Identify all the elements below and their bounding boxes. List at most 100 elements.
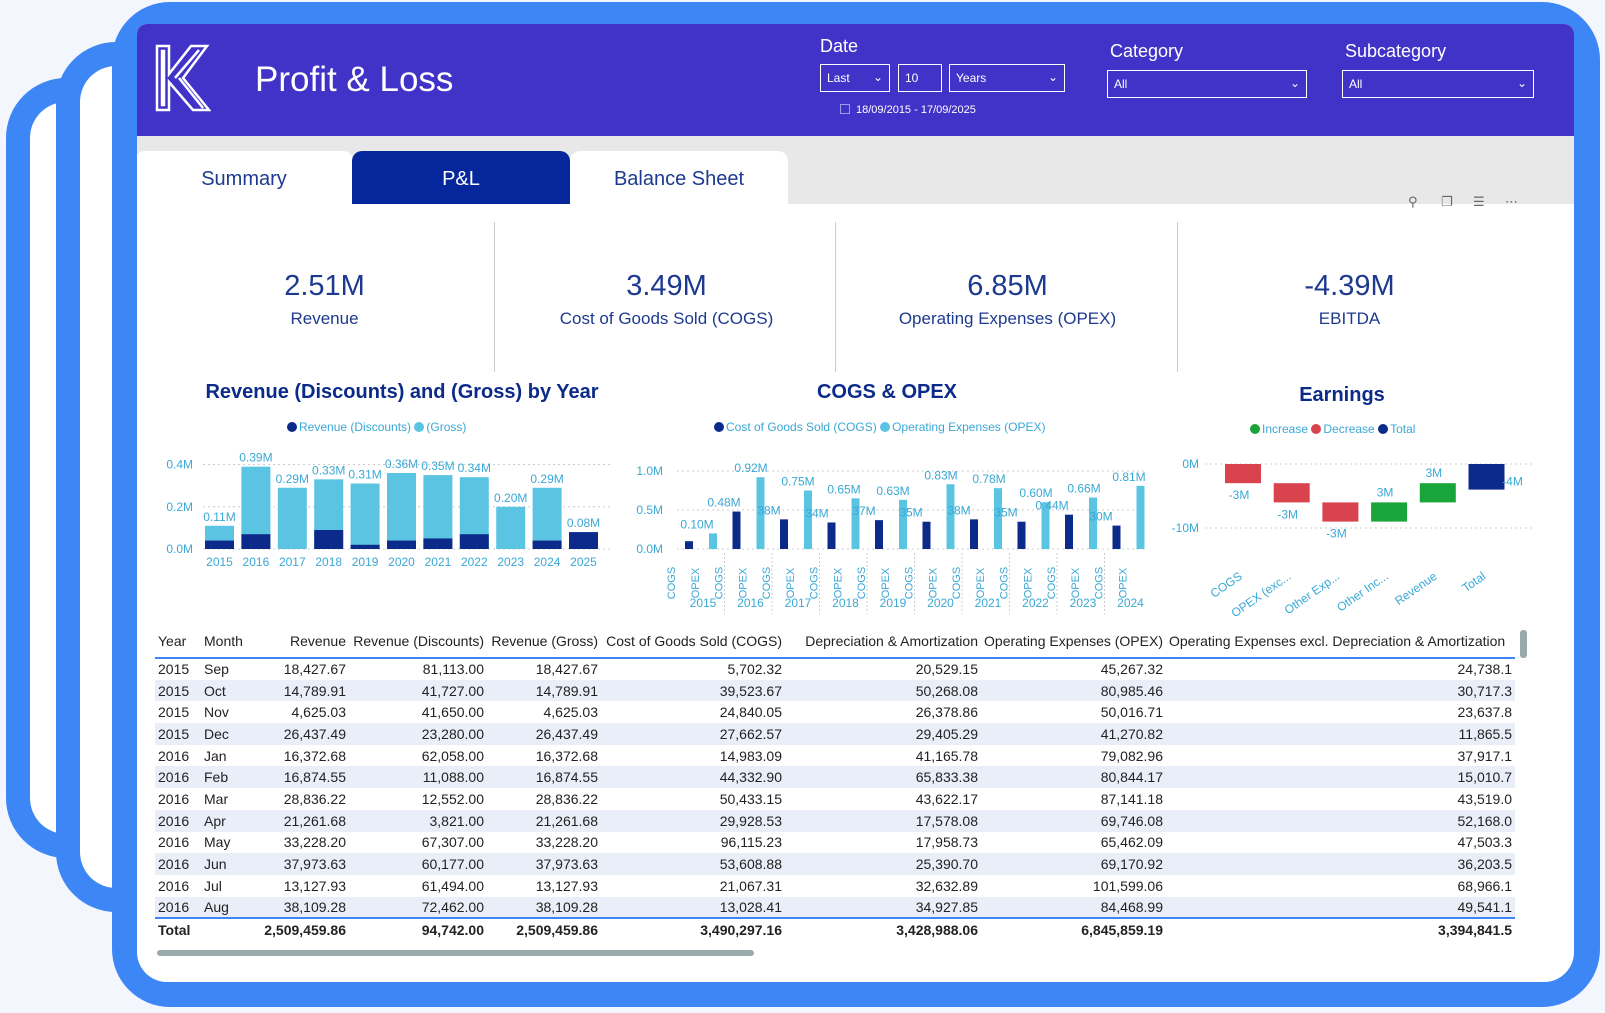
- table-cell: 26,378.86: [915, 704, 978, 721]
- table-cell: 18,427.67: [283, 661, 346, 678]
- table-cell: 67,307.00: [421, 834, 484, 851]
- bar-opex: [899, 499, 907, 549]
- bar-discounts: [350, 544, 380, 549]
- legend-cogs-opex: Cost of Goods Sold (COGS) Operating Expe…: [714, 420, 1045, 434]
- table-cell: 101,599.06: [1092, 877, 1163, 894]
- category-dropdown[interactable]: All ⌄: [1107, 70, 1307, 98]
- data-label: 0.10M: [680, 517, 713, 531]
- legend-dot: [287, 422, 297, 432]
- horizontal-scrollbar[interactable]: [157, 950, 754, 956]
- y-tick-label: 0M: [1182, 457, 1199, 471]
- column-header[interactable]: Year: [155, 624, 201, 659]
- y-tick-label: -10M: [1172, 521, 1199, 535]
- date-unit-dropdown[interactable]: Years ⌄: [949, 64, 1065, 92]
- table-cell: 24,738.1: [1457, 661, 1513, 678]
- x-tick-label: 2023: [1070, 596, 1097, 610]
- tab-summary[interactable]: Summary: [137, 151, 353, 204]
- table-cell: 11,865.5: [1458, 725, 1512, 742]
- date-count-input[interactable]: 10: [898, 64, 942, 92]
- company-logo-icon: [155, 44, 211, 112]
- x-subcategory-label: COGS: [1046, 567, 1058, 599]
- table-cell: 13,028.41: [719, 898, 782, 915]
- table-cell: 68,966.1: [1457, 877, 1513, 894]
- data-label: 0.75M: [781, 475, 814, 489]
- table-total-cell: 3,490,297.16: [601, 917, 785, 941]
- kpi-label: Revenue: [290, 309, 359, 328]
- bar-cogs: [970, 519, 978, 549]
- table-cell: 41,727.00: [421, 682, 484, 699]
- table-cell: 60,177.00: [421, 856, 484, 873]
- column-header[interactable]: Revenue (Discounts): [349, 624, 487, 659]
- chevron-down-icon: ⌄: [872, 70, 883, 84]
- vertical-scrollbar[interactable]: [1520, 630, 1527, 658]
- x-tick-label: Other Inc...: [1334, 569, 1391, 615]
- table-cell: 80,844.17: [1100, 769, 1163, 786]
- legend-dot: [1311, 424, 1322, 434]
- bar-discounts: [423, 538, 453, 549]
- column-header[interactable]: Revenue (Gross): [487, 624, 601, 659]
- legend-earnings: Increase Decrease Total: [1250, 422, 1415, 436]
- table-cell: 96,115.23: [720, 834, 782, 851]
- filter-icon[interactable]: ☰: [1473, 194, 1485, 209]
- waterfall-bar: [1225, 464, 1261, 484]
- x-tick-label: 2020: [927, 596, 954, 610]
- revenue-bar-chart: 0.0M 0.2M 0.4M 0.11M 2015 0.39M 2016 0.29M 2017 0…: [166, 451, 612, 569]
- x-subcategory-label: COGS: [951, 567, 963, 599]
- table-cell: 33,228.20: [535, 834, 598, 851]
- chevron-down-icon: ⌄: [1047, 70, 1058, 84]
- table-row: 2016 Jan 16,372.68 62,058.00 16,372.68 14,983…: [155, 745, 1515, 767]
- x-tick-label: 2018: [832, 596, 859, 610]
- column-header[interactable]: Revenue: [255, 624, 349, 659]
- bar-gross: [277, 487, 307, 549]
- kpi-value: -4.39M: [1304, 270, 1395, 302]
- bar-opex: [994, 488, 1002, 549]
- table-cell: May: [204, 834, 231, 851]
- table-cell: 16,874.55: [283, 769, 346, 786]
- x-tick-label: 2016: [737, 596, 764, 610]
- pl-data-table: Year Month Revenue Revenue (Discounts) Reven…: [155, 624, 1515, 941]
- table-row: 2016 Mar 28,836.22 12,552.00 28,836.22 50,433…: [155, 788, 1515, 810]
- kpi-card-opex: 6.85M Operating Expenses (OPEX): [835, 222, 1180, 372]
- table-body: 2015 Sep 18,427.67 81,113.00 18,427.67 5,702.…: [155, 658, 1515, 919]
- table-row: 2015 Sep 18,427.67 81,113.00 18,427.67 5,702.…: [155, 658, 1515, 680]
- column-header[interactable]: Operating Expenses excl. Depreciation & …: [1166, 624, 1515, 659]
- table-cell: 50,268.08: [915, 682, 978, 699]
- table-cell: 81,113.00: [422, 661, 484, 678]
- data-label: 0.11M: [203, 510, 235, 524]
- data-label: 0.65M: [827, 482, 860, 496]
- table-cell: 50,433.15: [719, 790, 782, 807]
- column-header[interactable]: Month: [201, 624, 255, 659]
- column-header[interactable]: Cost of Goods Sold (COGS): [601, 624, 785, 659]
- chart-title-earnings: Earnings: [1299, 384, 1385, 406]
- table-cell: 69,746.08: [1100, 812, 1163, 829]
- x-subcategory-label: COGS: [666, 567, 678, 599]
- bar-discounts: [314, 530, 344, 549]
- column-header[interactable]: Operating Expenses (OPEX): [981, 624, 1166, 659]
- pin-icon[interactable]: ⚲: [1408, 194, 1418, 209]
- more-options-icon[interactable]: ⋯: [1505, 194, 1518, 209]
- tab-pl[interactable]: P&L: [352, 151, 570, 204]
- table-cell: 41,270.82: [1100, 725, 1163, 742]
- x-subcategory-label: OPEX: [1070, 567, 1082, 598]
- table-cell: 65,833.38: [915, 769, 978, 786]
- table-cell: 37,973.63: [283, 856, 346, 873]
- data-label: 0.63M: [876, 484, 909, 498]
- column-header[interactable]: Depreciation & Amortization: [785, 624, 981, 659]
- y-tick-label: 1.0M: [636, 464, 663, 478]
- waterfall-bar: [1371, 502, 1408, 522]
- table-cell: 33,228.20: [283, 834, 346, 851]
- table-cell: Jun: [204, 856, 227, 873]
- date-mode-dropdown[interactable]: Last ⌄: [820, 64, 890, 92]
- calendar-icon: [840, 104, 850, 114]
- kpi-divider: [835, 222, 836, 372]
- x-subcategory-label: OPEX: [880, 567, 892, 598]
- table-cell: 3,821.00: [429, 812, 485, 829]
- tab-balance-sheet[interactable]: Balance Sheet: [570, 151, 788, 204]
- data-label: 0.08M: [567, 516, 600, 530]
- data-label: 3M: [1377, 485, 1394, 499]
- copy-icon[interactable]: ❐: [1441, 194, 1453, 209]
- kpi-card-revenue: 2.51M Revenue: [152, 222, 497, 372]
- table-cell: 52,168.0: [1457, 812, 1513, 829]
- subcategory-dropdown[interactable]: All ⌄: [1342, 70, 1534, 98]
